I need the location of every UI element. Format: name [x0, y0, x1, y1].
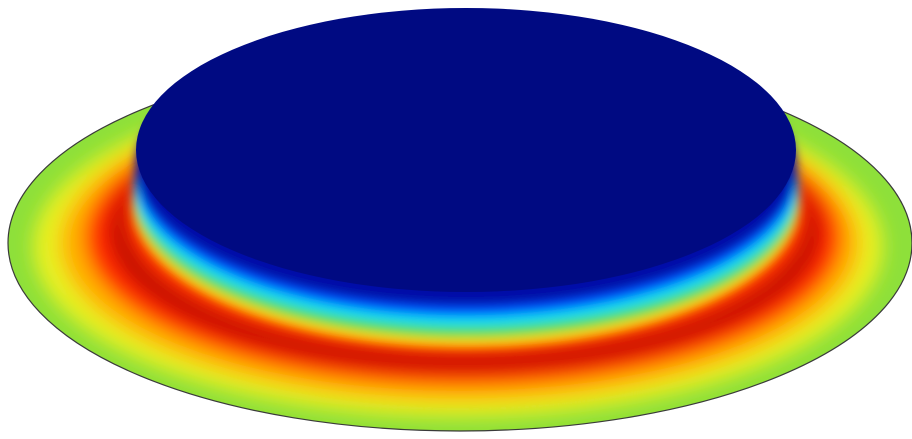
render	[0, 0, 912, 439]
cylinder-top	[136, 8, 796, 292]
page	[0, 0, 912, 439]
cylinder	[132, 8, 800, 348]
